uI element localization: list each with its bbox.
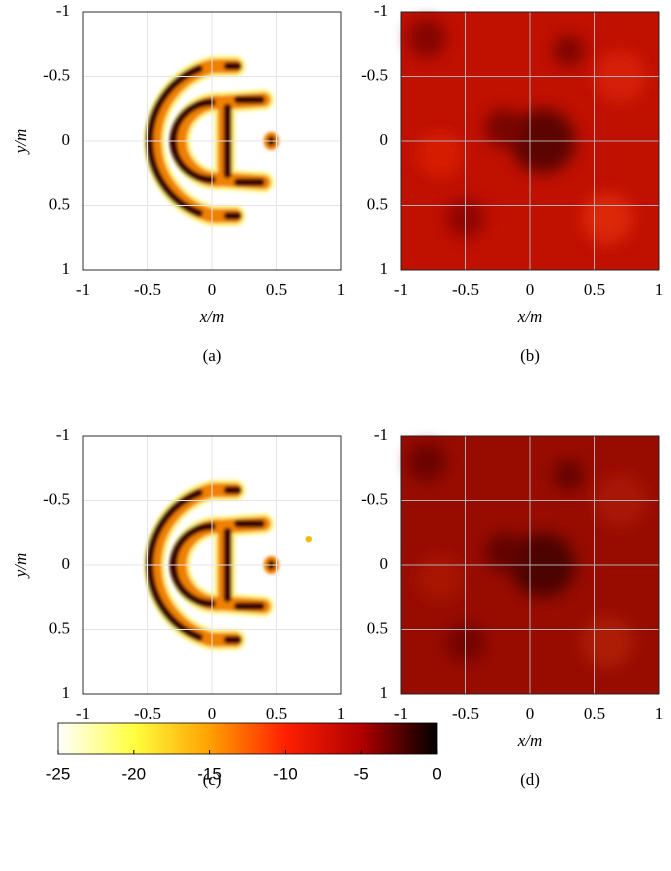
y-tick-label: 1: [380, 683, 389, 702]
x-tick-label: -0.5: [452, 280, 479, 299]
colorbar-tick-label: -15: [197, 764, 222, 783]
y-tick-label: 0: [62, 130, 71, 149]
colorbar-tick-label: -20: [122, 764, 147, 783]
x-tick-label: 0: [208, 704, 217, 723]
y-tick-label: 0.5: [367, 194, 388, 213]
colorbar-tick-label: 0: [432, 764, 441, 783]
x-tick-label: -1: [76, 704, 90, 723]
x-tick-label: 0.5: [584, 704, 605, 723]
colorbar-fill: [57, 722, 438, 755]
y-tick-label: 0: [62, 554, 71, 573]
y-tick-label: -0.5: [43, 65, 70, 84]
y-tick-label: 1: [62, 259, 71, 278]
x-tick-label: 0: [526, 280, 535, 299]
x-tick-label: 0.5: [266, 280, 287, 299]
colorbar-tick-label: -5: [354, 764, 369, 783]
y-axis-label: y/m: [11, 129, 30, 156]
panel-caption: (b): [520, 346, 540, 365]
x-tick-label: 1: [655, 704, 664, 723]
x-tick-label: 0.5: [584, 280, 605, 299]
x-axis-label: x/m: [199, 307, 225, 326]
y-tick-label: 1: [380, 259, 389, 278]
colorbar: -25 -20 -15 -10 -5 0: [46, 722, 442, 783]
y-tick-label: 0.5: [49, 618, 70, 637]
y-tick-label: 0: [380, 130, 389, 149]
y-tick-label: -0.5: [361, 489, 388, 508]
plot-frame: [400, 435, 660, 695]
x-tick-label: -1: [394, 704, 408, 723]
y-tick-label: 0.5: [367, 618, 388, 637]
y-tick-label: 0.5: [49, 194, 70, 213]
x-axis-label: x/m: [517, 731, 543, 750]
y-tick-label: -1: [374, 1, 388, 20]
y-tick-label: -0.5: [43, 489, 70, 508]
y-tick-label: -1: [56, 425, 70, 444]
x-tick-label: -1: [394, 280, 408, 299]
plot-frame: [400, 11, 660, 271]
colorbar-tick-label: -10: [273, 764, 298, 783]
y-tick-label: 0: [380, 554, 389, 573]
plot-frame: [82, 435, 342, 695]
x-tick-label: 0: [208, 280, 217, 299]
x-tick-label: 1: [655, 280, 664, 299]
x-tick-label: -1: [76, 280, 90, 299]
y-tick-label: 1: [62, 683, 71, 702]
x-tick-label: -0.5: [134, 280, 161, 299]
panel-caption: (d): [520, 770, 540, 789]
y-tick-label: -0.5: [361, 65, 388, 84]
x-tick-label: 0: [526, 704, 535, 723]
y-tick-label: -1: [56, 1, 70, 20]
plot-frame: [82, 11, 342, 271]
x-tick-label: -0.5: [452, 704, 479, 723]
x-axis-label: x/m: [517, 307, 543, 326]
panel-caption: (c): [203, 770, 222, 789]
panel-caption: (a): [203, 346, 222, 365]
x-tick-label: 1: [337, 704, 346, 723]
x-tick-label: 0.5: [266, 704, 287, 723]
x-tick-label: 1: [337, 280, 346, 299]
y-axis-label: y/m: [11, 553, 30, 580]
colorbar-tick-label: -25: [46, 764, 71, 783]
y-tick-label: -1: [374, 425, 388, 444]
x-tick-label: -0.5: [134, 704, 161, 723]
